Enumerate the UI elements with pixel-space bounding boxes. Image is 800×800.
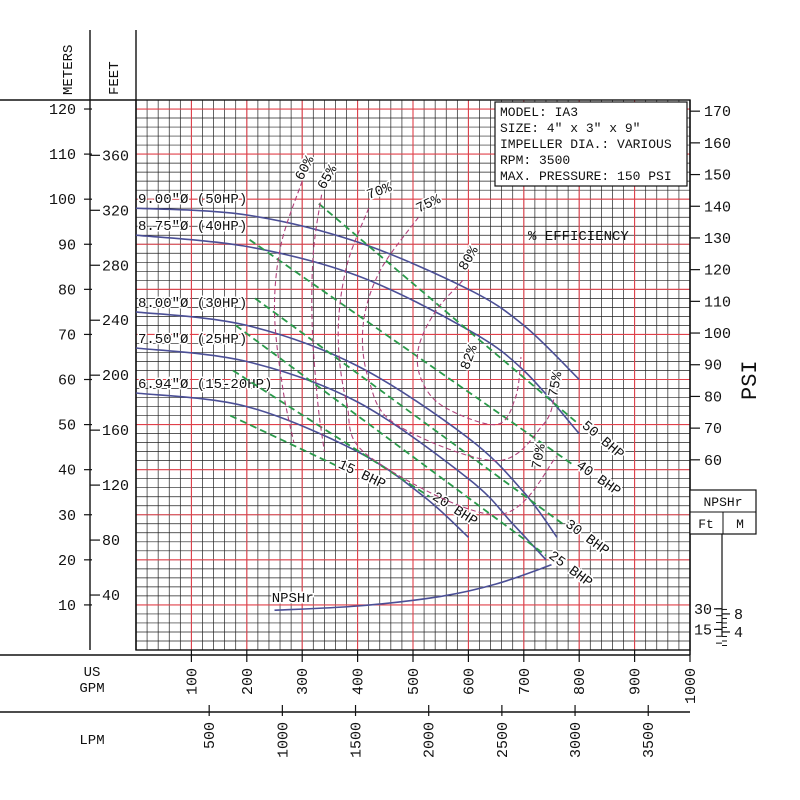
lpm-tick-label: 1000 [275,722,292,758]
efficiency-contour [311,194,325,452]
lpm-tick-label: 2000 [422,722,439,758]
head-curve-label: 6.94"Ø (15-20HP) [138,377,272,393]
feet-tick-label: 80 [102,533,120,550]
meters-tick-label: 60 [58,373,76,390]
feet-axis-title: FEET [107,61,123,95]
info-box [494,101,688,187]
npshr-m-tick-label: 8 [734,607,743,624]
meters-tick-label: 40 [58,463,76,480]
psi-tick-label: 100 [704,326,731,343]
npshr-curve [274,564,552,611]
meters-tick-label: 10 [58,598,76,615]
meters-tick-label: 50 [58,418,76,435]
efficiency-label: 70% [530,442,550,470]
npshr-m-tick-label: 4 [734,625,743,642]
head-curve [135,347,547,561]
efficiency-label: 75% [546,370,566,398]
gpm-tick-label: 800 [572,668,589,695]
psi-tick-label: 140 [704,199,731,216]
npshr-ft-label: Ft [698,517,714,532]
psi-tick-label: 150 [704,168,731,185]
head-curve-label: 8.75"Ø (40HP) [138,219,247,235]
meters-tick-label: 90 [58,237,76,254]
bhp-line [254,297,564,525]
meters-tick-label: 100 [49,192,76,209]
npshr-curve-group: NPSHr [270,564,552,611]
head-curve-label: 9.00"Ø (50HP) [138,192,247,208]
npshr-ft-tick-label: 30 [694,602,712,619]
psi-tick-label: 160 [704,136,731,153]
gpm-tick-label: 900 [628,668,645,695]
feet-tick-label: 120 [102,478,129,495]
npshr-box-title: NPSHr [703,495,742,510]
psi-tick-label: 110 [704,294,731,311]
efficiency-contour [361,216,555,462]
psi-axis-title: PSI [738,360,763,400]
feet-tick-label: 240 [102,313,129,330]
head-curve [135,311,558,538]
lpm-tick-label: 3000 [568,722,585,758]
axis-ticks: 10 20 30 40 50 60 70 80 90 100 110 120 40 80 120 160 200… [49,102,743,758]
meters-tick-label: 20 [58,553,76,570]
gpm-tick-label: 700 [517,668,534,695]
meters-tick-label: 70 [58,327,76,344]
meters-tick-label: 80 [58,282,76,299]
lpm-tick-label: 3500 [641,722,658,758]
meters-tick-label: 30 [58,508,76,525]
chart-grid [135,99,691,651]
head-curve [135,234,580,435]
efficiency-contour [273,180,303,443]
feet-tick-label: 280 [102,258,129,275]
psi-tick-label: 130 [704,231,731,248]
npshr-curve-label: NPSHr [272,591,314,607]
gpm-tick-label: 600 [461,668,478,695]
gpm-axis-title-us: US [84,665,101,681]
meters-axis-title: METERS [61,45,77,95]
info-line-pressure: MAX. PRESSURE: 150 PSI [500,169,672,184]
bhp-line [229,414,336,466]
meters-tick-label: 120 [49,102,76,119]
gpm-tick-label: 100 [184,668,201,695]
lpm-tick-label: 500 [202,722,219,749]
feet-tick-label: 320 [102,203,129,220]
bhp-line [235,324,547,557]
psi-tick-label: 70 [704,421,722,438]
bhp-line [318,203,580,426]
feet-tick-label: 200 [102,368,129,385]
gpm-tick-label: 1000 [683,668,700,704]
gpm-tick-label: 400 [351,668,368,695]
feet-tick-label: 160 [102,423,129,440]
head-curve [135,207,580,381]
gpm-tick-label: 500 [406,668,423,695]
psi-tick-label: 80 [704,389,722,406]
psi-tick-label: 60 [704,453,722,470]
npshr-ft-tick-label: 15 [694,622,712,639]
info-line-rpm: RPM: 3500 [500,153,570,168]
info-line-model: MODEL: IA3 [500,105,578,120]
psi-tick-label: 170 [704,104,731,121]
lpm-tick-label: 2500 [495,722,512,758]
lpm-tick-label: 1500 [349,722,366,758]
bhp-line [232,369,431,498]
info-line-impeller: IMPELLER DIA.: VARIOUS [500,137,672,152]
info-line-size: SIZE: 4" x 3" x 9" [500,121,640,136]
efficiency-contour [337,208,558,516]
lpm-axis-title: LPM [79,733,104,749]
head-curve-label: 7.50"Ø (25HP) [138,332,247,348]
head-curves: 9.00"Ø (50HP) 8.75"Ø (40HP) 8.00"Ø (30HP) 7… [135,191,580,561]
efficiency-title: % EFFICIENCY [528,229,629,245]
meters-tick-label: 110 [49,147,76,164]
gpm-axis-title-gpm: GPM [79,681,104,697]
head-curve [135,392,469,538]
gpm-tick-label: 300 [295,668,312,695]
psi-tick-label: 120 [704,263,731,280]
npshr-m-label: M [736,517,744,532]
feet-tick-label: 360 [102,148,129,165]
feet-tick-label: 40 [102,588,120,605]
gpm-tick-label: 200 [240,668,257,695]
head-curve-label: 8.00"Ø (30HP) [138,296,247,312]
efficiency-contour [416,279,522,426]
psi-tick-label: 90 [704,358,722,375]
